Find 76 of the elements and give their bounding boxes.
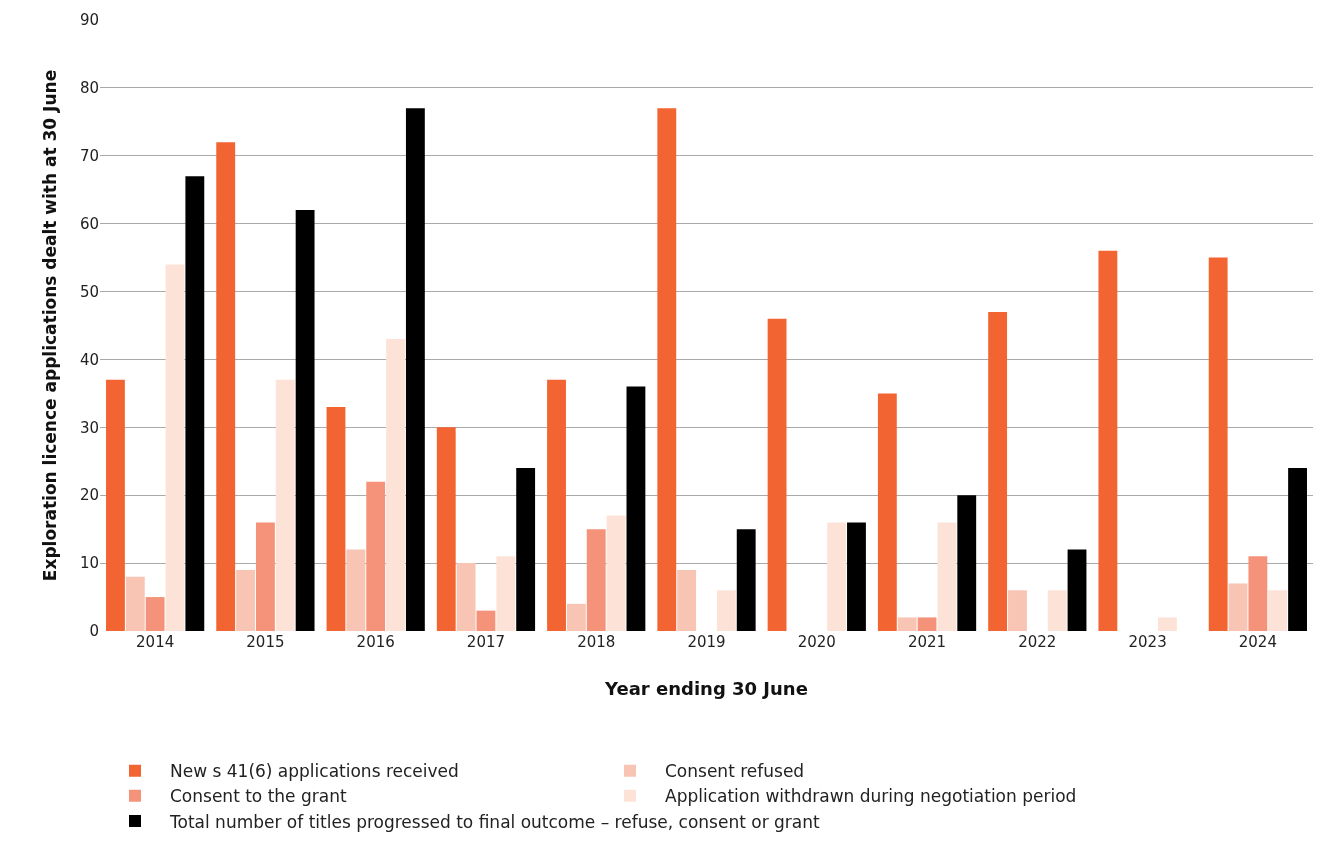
bar bbox=[767, 318, 787, 631]
bar bbox=[405, 108, 425, 631]
bar bbox=[275, 379, 295, 631]
y-tick-label: 30 bbox=[79, 418, 99, 437]
bar bbox=[236, 569, 255, 631]
x-tick-label: 2014 bbox=[136, 633, 175, 651]
legend-label: Total number of titles progressed to final outcome – refuse, consent or grant bbox=[169, 811, 820, 832]
x-tick-label: 2020 bbox=[797, 633, 836, 651]
y-tick-label: 0 bbox=[89, 622, 99, 641]
bar bbox=[1067, 549, 1087, 631]
y-tick-label: 10 bbox=[79, 554, 99, 573]
x-tick-label: 2016 bbox=[356, 633, 395, 651]
bar bbox=[847, 522, 866, 631]
bar bbox=[1047, 590, 1067, 631]
bar bbox=[456, 563, 476, 631]
bar bbox=[1158, 617, 1177, 631]
bar bbox=[1228, 583, 1248, 631]
bar bbox=[988, 311, 1008, 631]
bar bbox=[1008, 590, 1027, 631]
bar bbox=[476, 610, 496, 631]
bar bbox=[877, 393, 897, 631]
bar bbox=[1208, 257, 1228, 631]
bar bbox=[346, 549, 366, 631]
x-tick-label: 2024 bbox=[1238, 633, 1277, 651]
bar bbox=[677, 569, 697, 631]
bar bbox=[326, 406, 346, 631]
bar bbox=[496, 556, 516, 631]
y-tick-label: 40 bbox=[79, 350, 99, 369]
y-tick-label: 90 bbox=[79, 11, 99, 30]
bar bbox=[1288, 468, 1307, 631]
x-tick-label: 2023 bbox=[1128, 633, 1167, 651]
bar bbox=[917, 617, 937, 631]
bar bbox=[566, 603, 586, 631]
bar bbox=[125, 576, 145, 631]
y-tick-label: 80 bbox=[79, 79, 99, 98]
bar bbox=[216, 142, 236, 631]
y-tick-label: 20 bbox=[79, 486, 99, 505]
x-tick-label: 2019 bbox=[687, 633, 726, 651]
x-axis-title: Year ending 30 June bbox=[604, 678, 808, 699]
bar bbox=[185, 176, 205, 631]
bar bbox=[516, 468, 536, 631]
bar bbox=[937, 522, 957, 631]
bar bbox=[1268, 590, 1288, 631]
y-tick-label: 70 bbox=[79, 147, 99, 166]
bar bbox=[827, 522, 847, 631]
x-tick-label: 2015 bbox=[246, 633, 285, 651]
x-tick-label: 2022 bbox=[1018, 633, 1057, 651]
bar bbox=[586, 529, 606, 631]
bar bbox=[547, 379, 566, 631]
y-axis-title: Exploration licence applications dealt with at 30 June bbox=[40, 69, 60, 582]
bar bbox=[295, 210, 315, 631]
bar bbox=[957, 495, 977, 631]
x-tick-label: 2017 bbox=[466, 633, 506, 651]
bar bbox=[736, 529, 756, 631]
bar bbox=[436, 427, 456, 631]
bar bbox=[606, 515, 626, 631]
legend-label: Consent to the grant bbox=[170, 786, 347, 807]
bar bbox=[366, 481, 386, 631]
legend-label: New s 41(6) applications received bbox=[170, 761, 459, 782]
y-tick-label: 60 bbox=[79, 214, 99, 233]
bar bbox=[1248, 556, 1268, 631]
bar bbox=[255, 522, 275, 631]
bar bbox=[716, 590, 736, 631]
bar bbox=[165, 264, 185, 631]
y-tick-label: 50 bbox=[79, 282, 99, 301]
legend-label: Application withdrawn during negotiation period bbox=[665, 786, 1077, 807]
bar bbox=[657, 108, 677, 631]
bar bbox=[626, 386, 646, 631]
bar bbox=[106, 379, 125, 631]
bar bbox=[386, 339, 405, 631]
bar bbox=[145, 597, 165, 631]
bar bbox=[897, 617, 917, 631]
x-tick-label: 2021 bbox=[907, 633, 947, 651]
bar bbox=[1098, 250, 1118, 631]
legend-label: Consent refused bbox=[665, 761, 805, 782]
x-tick-label: 2018 bbox=[577, 633, 616, 651]
